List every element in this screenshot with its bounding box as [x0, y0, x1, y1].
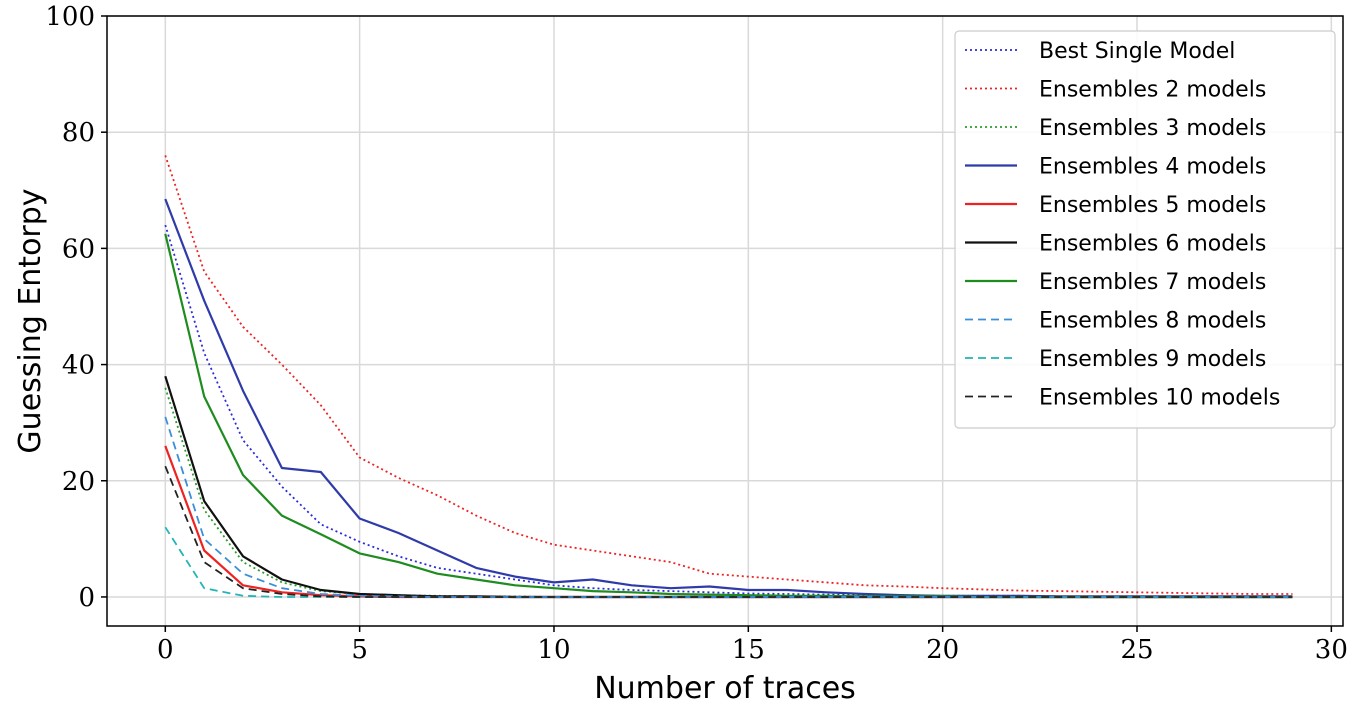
- x-tick-label: 10: [537, 635, 570, 665]
- series-layer: [164, 155, 1293, 599]
- y-axis-label: Guessing Entorpy: [13, 188, 48, 453]
- legend-label: Ensembles 3 models: [1039, 116, 1266, 141]
- legend-label: Ensembles 8 models: [1039, 309, 1266, 334]
- y-tick-label: 60: [62, 234, 95, 264]
- x-tick-label: 25: [1120, 635, 1153, 665]
- legend-label: Ensembles 9 models: [1039, 347, 1266, 372]
- x-axis-label: Number of traces: [594, 671, 856, 704]
- legend-label: Best Single Model: [1039, 39, 1235, 64]
- y-tick-label: 0: [78, 583, 95, 613]
- series-line-9: [164, 526, 1293, 598]
- legend-label: Ensembles 6 models: [1039, 232, 1266, 257]
- legend-label: Ensembles 5 models: [1039, 193, 1266, 218]
- series-line-8: [164, 416, 1293, 598]
- series-line-10: [164, 465, 1293, 598]
- legend-box: [954, 30, 1336, 429]
- series-line-5: [164, 445, 1293, 599]
- legend-label: Ensembles 7 models: [1039, 270, 1266, 295]
- plot-frame: [106, 15, 1344, 627]
- y-tick-label: 20: [62, 467, 95, 497]
- y-tick-label: 40: [62, 351, 95, 381]
- legend-label: Ensembles 2 models: [1039, 78, 1266, 103]
- x-tick-label: 15: [732, 635, 765, 665]
- x-tick-label: 5: [351, 635, 368, 665]
- y-tick-label: 80: [62, 118, 95, 148]
- ticks: 0 5 10 15 20 25 30 0 20 40 60 80 100: [45, 2, 1348, 665]
- x-tick-label: 20: [926, 635, 959, 665]
- legend: Best Single Model Ensembles 2 models Ensem…: [954, 30, 1336, 429]
- x-tick-label: 0: [157, 635, 174, 665]
- y-tick-label: 100: [45, 2, 95, 32]
- legend-label: Ensembles 4 models: [1039, 155, 1266, 180]
- x-tick-label: 30: [1315, 635, 1348, 665]
- legend-label: Ensembles 10 models: [1039, 386, 1280, 411]
- series-line-1: [164, 224, 1293, 598]
